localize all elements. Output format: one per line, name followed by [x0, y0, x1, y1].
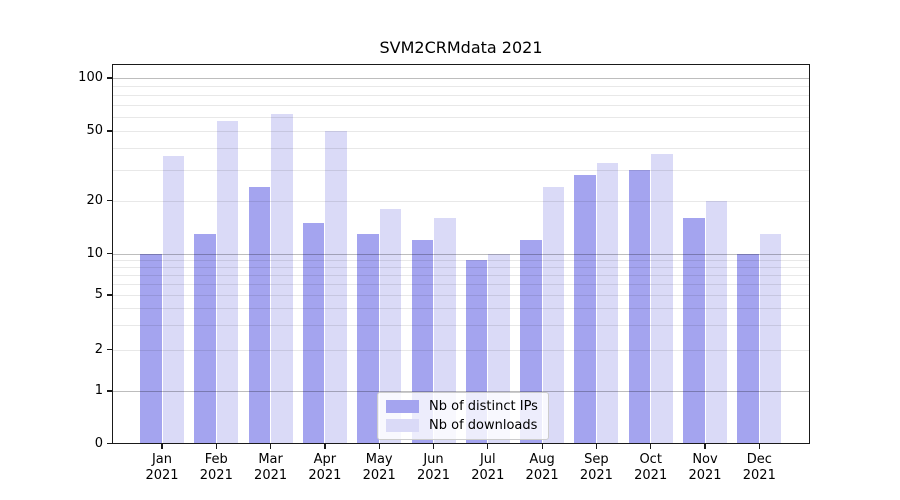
- bar: [357, 233, 379, 444]
- y-tick-label: 1: [94, 383, 103, 398]
- x-tick-mark: [324, 443, 326, 449]
- bar: [574, 175, 596, 444]
- x-tick-label: May 2021: [362, 451, 396, 483]
- gridline: [113, 78, 809, 79]
- x-tick-label: Jan 2021: [145, 451, 179, 483]
- gridline: [113, 200, 809, 202]
- bar: [759, 233, 782, 444]
- legend: Nb of distinct IPs Nb of downloads: [377, 392, 549, 440]
- bar: [628, 169, 651, 444]
- gridline: [113, 308, 809, 310]
- x-tick-mark: [595, 443, 598, 449]
- legend-item: Nb of distinct IPs: [386, 399, 538, 414]
- bar: [737, 253, 759, 444]
- y-tick-label: 20: [86, 192, 103, 208]
- legend-swatch-downloads: [386, 419, 419, 432]
- gridline: [113, 95, 809, 96]
- y-tick-label: 0: [94, 435, 103, 451]
- y-tick-mark: [107, 130, 112, 132]
- gridline: [113, 147, 809, 149]
- y-tick-mark: [107, 294, 112, 296]
- x-tick-label: Oct 2021: [634, 451, 668, 483]
- x-tick-mark: [758, 443, 760, 449]
- x-tick-label: Apr 2021: [308, 451, 342, 483]
- bar: [596, 162, 619, 444]
- y-tick-label: 50: [86, 122, 103, 138]
- bar: [683, 217, 705, 444]
- x-tick-label: Nov 2021: [688, 451, 722, 483]
- y-tick-label: 5: [94, 286, 103, 302]
- legend-swatch-distinct-ips: [386, 400, 419, 413]
- x-tick-label: Dec 2021: [742, 451, 776, 483]
- x-tick-mark: [378, 443, 380, 449]
- x-tick-mark: [650, 443, 652, 449]
- gridline: [113, 294, 809, 296]
- gridline: [113, 266, 809, 268]
- gridline: [113, 169, 809, 171]
- x-tick-mark: [270, 443, 272, 449]
- x-tick-label: Aug 2021: [525, 451, 559, 483]
- legend-label: Nb of downloads: [429, 418, 538, 433]
- y-tick-mark: [107, 252, 112, 255]
- gridline: [113, 349, 809, 351]
- x-tick-label: Jun 2021: [416, 451, 451, 483]
- x-tick-mark: [161, 443, 163, 449]
- bar: [140, 253, 162, 444]
- gridline: [113, 253, 809, 255]
- y-tick-label: 2: [94, 341, 103, 357]
- bar: [705, 200, 727, 444]
- legend-item: Nb of downloads: [386, 418, 538, 433]
- bar: [379, 208, 402, 444]
- y-tick-mark: [107, 349, 112, 351]
- bar: [271, 114, 293, 444]
- legend-label: Nb of distinct IPs: [429, 399, 538, 414]
- bar: [248, 186, 271, 444]
- y-tick-label: 10: [86, 245, 103, 261]
- gridline: [113, 325, 809, 327]
- bar: [325, 130, 347, 444]
- gridline: [113, 284, 809, 285]
- y-tick-mark: [107, 390, 112, 392]
- bar: [162, 155, 184, 444]
- y-tick-label: 100: [78, 70, 103, 85]
- x-tick-label: Mar 2021: [254, 451, 288, 483]
- gridline: [113, 86, 809, 88]
- gridline: [113, 391, 809, 392]
- bar: [302, 222, 325, 444]
- x-tick-label: Sep 2021: [579, 451, 613, 483]
- bar: [651, 153, 673, 444]
- x-tick-mark: [704, 443, 706, 449]
- y-tick-mark: [107, 200, 112, 202]
- gridline: [113, 105, 809, 107]
- y-tick-mark: [107, 442, 112, 445]
- x-tick-mark: [215, 443, 217, 449]
- x-tick-label: Feb 2021: [199, 451, 233, 483]
- bar: [216, 120, 239, 444]
- gridline: [113, 259, 809, 261]
- gridline: [113, 130, 809, 132]
- y-tick-mark: [107, 77, 112, 79]
- bar: [542, 186, 565, 444]
- x-tick-mark: [432, 443, 435, 449]
- gridline: [113, 116, 809, 118]
- bar: [194, 233, 216, 444]
- bar: [434, 217, 456, 444]
- chart-title: SVM2CRMdata 2021: [379, 38, 543, 57]
- x-tick-mark: [487, 443, 489, 449]
- x-tick-mark: [541, 443, 543, 449]
- gridline: [113, 274, 809, 276]
- x-tick-label: Jul 2021: [471, 451, 505, 483]
